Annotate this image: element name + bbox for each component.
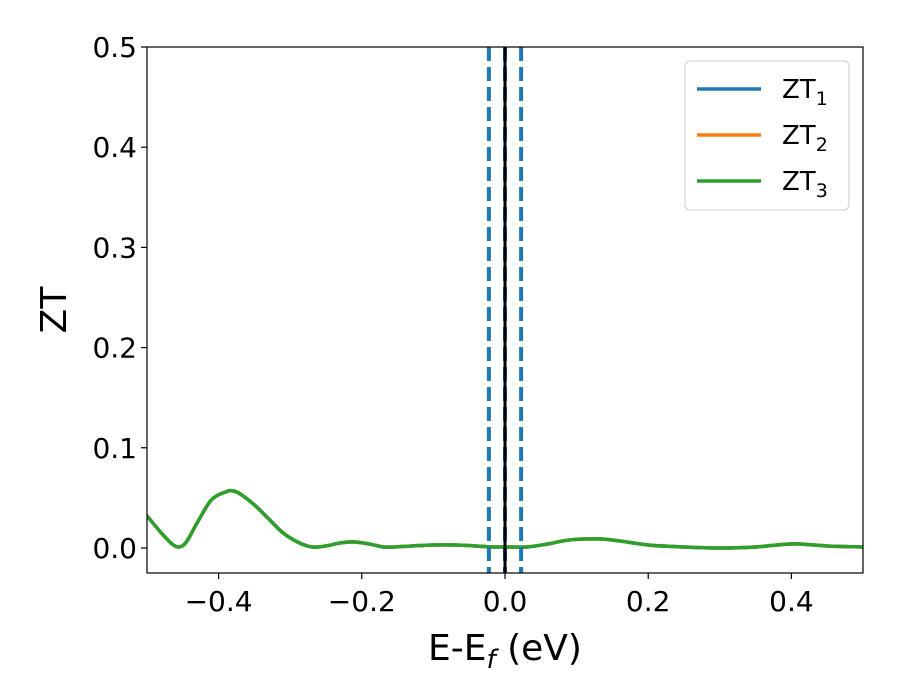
reference-lines bbox=[486, 47, 524, 573]
x-axis-title: E-Ef (eV) bbox=[428, 628, 582, 675]
y-axis-ticks: 0.0 0.1 0.2 0.3 0.4 0.5 bbox=[92, 31, 147, 565]
y-axis-title: ZT bbox=[34, 286, 75, 334]
y-tick-label: 0.0 bbox=[92, 532, 137, 565]
x-tick-label: 0.4 bbox=[769, 585, 814, 618]
x-tick-label: 0.0 bbox=[483, 585, 528, 618]
legend: ZT1 ZT2 ZT3 bbox=[684, 60, 850, 211]
series-layer bbox=[147, 488, 863, 550]
legend-frame bbox=[684, 60, 850, 211]
y-tick-label: 0.5 bbox=[92, 31, 137, 64]
legend-label-zt2: ZT2 bbox=[782, 121, 828, 156]
x-tick-label: −0.2 bbox=[328, 585, 396, 618]
series-line-zt3 bbox=[147, 488, 863, 550]
legend-label-zt3: ZT3 bbox=[782, 167, 828, 202]
x-tick-label: 0.2 bbox=[626, 585, 671, 618]
y-tick-label: 0.1 bbox=[92, 432, 137, 465]
x-axis-ticks: −0.4 −0.2 0.0 0.2 0.4 bbox=[185, 573, 814, 618]
y-tick-label: 0.2 bbox=[92, 332, 137, 365]
legend-label-zt1: ZT1 bbox=[782, 75, 828, 110]
y-tick-label: 0.4 bbox=[92, 131, 137, 164]
y-tick-label: 0.3 bbox=[92, 231, 137, 264]
x-tick-label: −0.4 bbox=[185, 585, 253, 618]
